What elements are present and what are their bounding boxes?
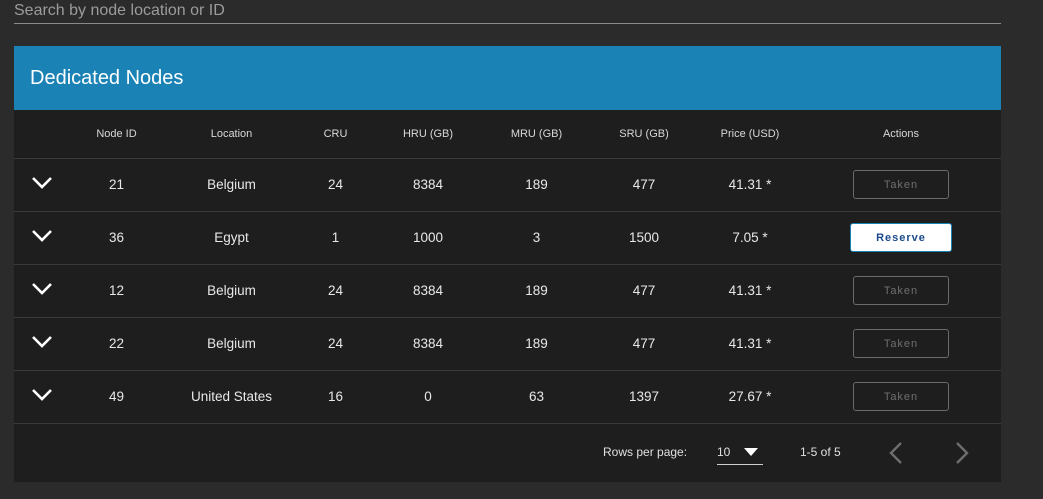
- cru-cell: 1: [299, 211, 372, 265]
- table-row: 49 United States 16 0 63 1397 27.67 * Ta…: [14, 370, 1001, 424]
- header-hru[interactable]: HRU (GB): [372, 110, 484, 159]
- table-row: 21 Belgium 24 8384 189 477 41.31 * Taken: [14, 158, 1001, 212]
- card-header: Dedicated Nodes: [14, 46, 1001, 110]
- header-sru[interactable]: SRU (GB): [589, 110, 699, 159]
- header-price[interactable]: Price (USD): [699, 110, 801, 159]
- header-mru[interactable]: MRU (GB): [484, 110, 589, 159]
- mru-cell: 189: [484, 317, 589, 371]
- node-id-cell: 21: [69, 158, 164, 212]
- dedicated-nodes-card: Dedicated Nodes Node ID Location CRU HRU…: [14, 46, 1001, 482]
- location-cell: Belgium: [164, 158, 299, 212]
- actions-cell: Taken: [801, 264, 1001, 318]
- price-cell: 41.31 *: [699, 158, 801, 212]
- header-actions: Actions: [801, 110, 1001, 159]
- location-cell: Belgium: [164, 317, 299, 371]
- expand-cell: [14, 317, 69, 371]
- cru-cell: 24: [299, 158, 372, 212]
- hru-cell: 8384: [372, 264, 484, 318]
- location-cell: Egypt: [164, 211, 299, 265]
- card-title: Dedicated Nodes: [30, 66, 184, 89]
- hru-cell: 1000: [372, 211, 484, 265]
- price-cell: 41.31 *: [699, 264, 801, 318]
- taken-button: Taken: [853, 382, 949, 411]
- sru-cell: 1500: [589, 211, 699, 265]
- header-node-id[interactable]: Node ID: [69, 110, 164, 159]
- cru-cell: 24: [299, 317, 372, 371]
- actions-cell: Taken: [801, 370, 1001, 424]
- chevron-down-icon[interactable]: [31, 229, 53, 243]
- caret-down-icon: [744, 448, 758, 456]
- sru-cell: 477: [589, 158, 699, 212]
- search-field[interactable]: [14, 0, 1001, 24]
- mru-cell: 63: [484, 370, 589, 424]
- node-id-cell: 22: [69, 317, 164, 371]
- node-id-cell: 36: [69, 211, 164, 265]
- chevron-right-icon[interactable]: [950, 439, 974, 467]
- hru-cell: 8384: [372, 158, 484, 212]
- rows-per-page-label: Rows per page:: [603, 445, 688, 459]
- sru-cell: 1397: [589, 370, 699, 424]
- chevron-down-icon[interactable]: [31, 176, 53, 190]
- header-location[interactable]: Location: [164, 110, 299, 159]
- header-cru[interactable]: CRU: [299, 110, 372, 159]
- price-cell: 27.67 *: [699, 370, 801, 424]
- search-input[interactable]: [14, 0, 1001, 23]
- expand-cell: [14, 370, 69, 424]
- taken-button: Taken: [853, 276, 949, 305]
- header-expand: [14, 110, 69, 159]
- actions-cell: Taken: [801, 317, 1001, 371]
- chevron-down-icon[interactable]: [31, 282, 53, 296]
- table-header-row: Node ID Location CRU HRU (GB) MRU (GB) S…: [14, 110, 1001, 159]
- chevron-down-icon[interactable]: [31, 388, 53, 402]
- table-row: 22 Belgium 24 8384 189 477 41.31 * Taken: [14, 317, 1001, 371]
- location-cell: United States: [164, 370, 299, 424]
- table-row: 36 Egypt 1 1000 3 1500 7.05 * Reserve: [14, 211, 1001, 265]
- mru-cell: 3: [484, 211, 589, 265]
- taken-button: Taken: [853, 170, 949, 199]
- chevron-down-icon[interactable]: [31, 335, 53, 349]
- node-id-cell: 12: [69, 264, 164, 318]
- price-cell: 7.05 *: [699, 211, 801, 265]
- node-id-cell: 49: [69, 370, 164, 424]
- expand-cell: [14, 264, 69, 318]
- location-cell: Belgium: [164, 264, 299, 318]
- table-row: 12 Belgium 24 8384 189 477 41.31 * Taken: [14, 264, 1001, 318]
- actions-cell: Taken: [801, 158, 1001, 212]
- rows-per-page-value: 10: [717, 445, 731, 459]
- actions-cell: Reserve: [801, 211, 1001, 265]
- nodes-table: Node ID Location CRU HRU (GB) MRU (GB) S…: [14, 110, 1001, 424]
- expand-cell: [14, 211, 69, 265]
- hru-cell: 8384: [372, 317, 484, 371]
- taken-button: Taken: [853, 329, 949, 358]
- sru-cell: 477: [589, 317, 699, 371]
- table-footer: Rows per page: 10 1-5 of 5: [14, 423, 1001, 481]
- rows-per-page-select[interactable]: 10: [717, 441, 763, 465]
- hru-cell: 0: [372, 370, 484, 424]
- reserve-button[interactable]: Reserve: [850, 223, 952, 252]
- mru-cell: 189: [484, 158, 589, 212]
- mru-cell: 189: [484, 264, 589, 318]
- sru-cell: 477: [589, 264, 699, 318]
- chevron-left-icon[interactable]: [884, 439, 908, 467]
- price-cell: 41.31 *: [699, 317, 801, 371]
- expand-cell: [14, 158, 69, 212]
- cru-cell: 24: [299, 264, 372, 318]
- pagination-range: 1-5 of 5: [800, 445, 841, 459]
- cru-cell: 16: [299, 370, 372, 424]
